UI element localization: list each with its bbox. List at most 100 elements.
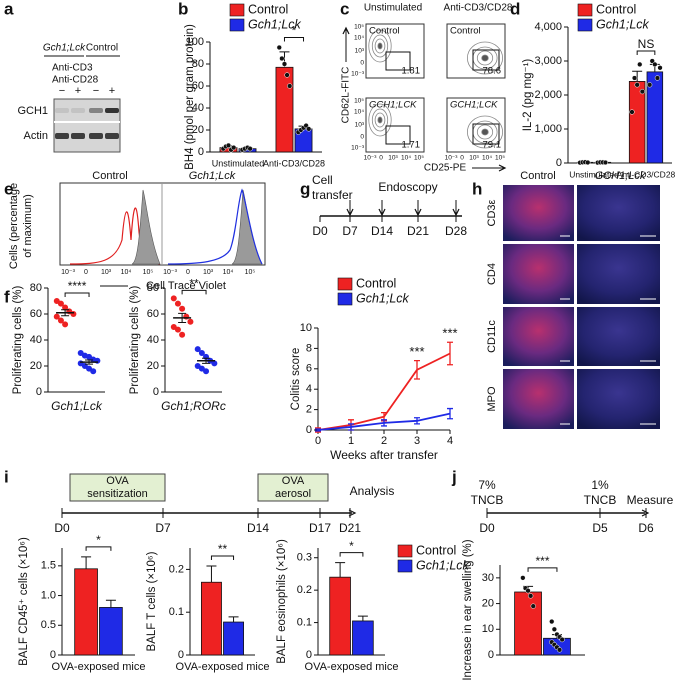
data-point	[62, 321, 69, 328]
timeline-label: TNCB	[584, 493, 617, 507]
error-bar	[357, 615, 368, 621]
legend-swatch	[397, 559, 413, 573]
y-tick-label: 20	[192, 124, 204, 136]
x-tick-label: 3	[414, 435, 420, 447]
protocol-box	[257, 473, 329, 502]
significance-label: ***	[535, 554, 549, 568]
significance-bracket	[339, 552, 364, 557]
plot-label: GCH1;LCK	[369, 100, 417, 111]
gate-value: 79.1	[483, 140, 502, 151]
axis-label: Colitis score	[290, 348, 302, 411]
column-label: Anti-CD3/CD28	[444, 3, 513, 14]
error-bar	[61, 309, 70, 317]
tick-label: 10⁻³	[351, 145, 365, 152]
legend-swatch	[229, 18, 245, 32]
y-tick-label: 40	[147, 334, 159, 346]
significance-bracket	[283, 37, 305, 42]
micrograph	[577, 185, 660, 241]
gate-value: 1.81	[402, 66, 421, 77]
arrow-head	[414, 208, 422, 217]
sign: +	[109, 85, 115, 97]
axis-label: Weeks after transfer	[330, 448, 438, 462]
data-point	[646, 82, 653, 88]
legend-label: Gch1;Lck	[248, 17, 302, 31]
panel-label: j	[451, 467, 457, 486]
row-label: Anti-CD3	[52, 63, 93, 74]
tick-label: 0	[460, 155, 464, 162]
legend-label: Control	[248, 2, 288, 16]
contour	[368, 29, 392, 63]
category-label: OVA-exposed mice	[176, 661, 270, 673]
y-tick-label: 0	[50, 649, 56, 661]
data-point	[585, 159, 591, 166]
flow-plot	[365, 23, 425, 79]
y-tick-label: 60	[147, 308, 159, 320]
data-point	[652, 61, 658, 68]
data-point	[183, 313, 190, 320]
category-label: Anti-CD3/CD28	[617, 169, 676, 179]
data-point	[654, 75, 661, 81]
tick-label: 10³	[203, 269, 214, 276]
tick-label: 10⁵	[245, 269, 256, 276]
contour	[371, 108, 389, 132]
gate	[472, 123, 500, 145]
data-point	[194, 346, 201, 353]
error-bar	[632, 70, 643, 82]
axis-label: Proliferating cells (%)	[12, 286, 24, 395]
tick-label: 0	[379, 155, 383, 162]
flow-plot	[365, 97, 425, 153]
y-tick-label: 60	[192, 80, 204, 92]
column-label: Unstimulated	[364, 3, 422, 14]
data-point	[247, 146, 253, 152]
tick-label: 10⁵	[354, 24, 364, 31]
axis-label: Gch1;Lck	[51, 399, 103, 413]
data-point	[287, 83, 293, 89]
histogram-reference	[131, 189, 161, 265]
protocol-box	[69, 473, 166, 502]
data-point	[551, 626, 557, 632]
y-tick-label: 0	[306, 649, 312, 661]
axis-label: Proliferating cells (%)	[129, 286, 141, 395]
plot-label: Control	[450, 26, 481, 37]
sign: +	[75, 85, 81, 97]
sign: −	[59, 85, 65, 97]
legend-label: Control	[356, 276, 396, 290]
significance-label: NS	[638, 37, 655, 51]
bar	[74, 568, 98, 656]
data-point	[520, 575, 526, 581]
error-bar	[81, 556, 92, 569]
box-label: aerosol	[275, 488, 311, 500]
tick-label: 10³	[469, 155, 479, 162]
data-point	[187, 318, 194, 325]
axis-label: BH4 (pmol per gram protein)	[184, 24, 196, 170]
tick-label: 10⁴	[354, 35, 364, 42]
panel-label: i	[4, 467, 9, 486]
data-point	[528, 593, 534, 599]
data-point	[170, 295, 177, 302]
y-tick-label: 80	[147, 282, 159, 294]
contour	[476, 50, 494, 66]
contour	[481, 54, 489, 62]
y-tick-label: 40	[30, 334, 42, 346]
category-label: OVA-exposed mice	[305, 661, 399, 673]
row-label: CD4	[486, 263, 498, 285]
legend-label: Gch1;Lck	[416, 558, 470, 572]
tick-label: 0	[84, 269, 88, 276]
data-point	[559, 636, 565, 643]
data-point	[631, 75, 638, 81]
timeline-label: Cell	[312, 173, 333, 187]
legend-swatch	[229, 3, 245, 17]
data-point	[276, 44, 282, 51]
y-tick-label: 0.1	[169, 606, 184, 618]
data-point	[549, 618, 555, 625]
legend-swatch	[577, 3, 593, 17]
data-point	[306, 126, 312, 132]
panel-label: a	[4, 0, 14, 18]
axis-label: CD25-PE	[424, 163, 467, 174]
y-tick-label: 100	[186, 36, 204, 48]
tick-label: 10⁴	[223, 269, 234, 276]
micrograph	[577, 244, 660, 304]
band	[55, 108, 69, 113]
y-tick-label: 1.5	[41, 560, 56, 572]
tick-label: 10⁻³	[61, 269, 75, 276]
